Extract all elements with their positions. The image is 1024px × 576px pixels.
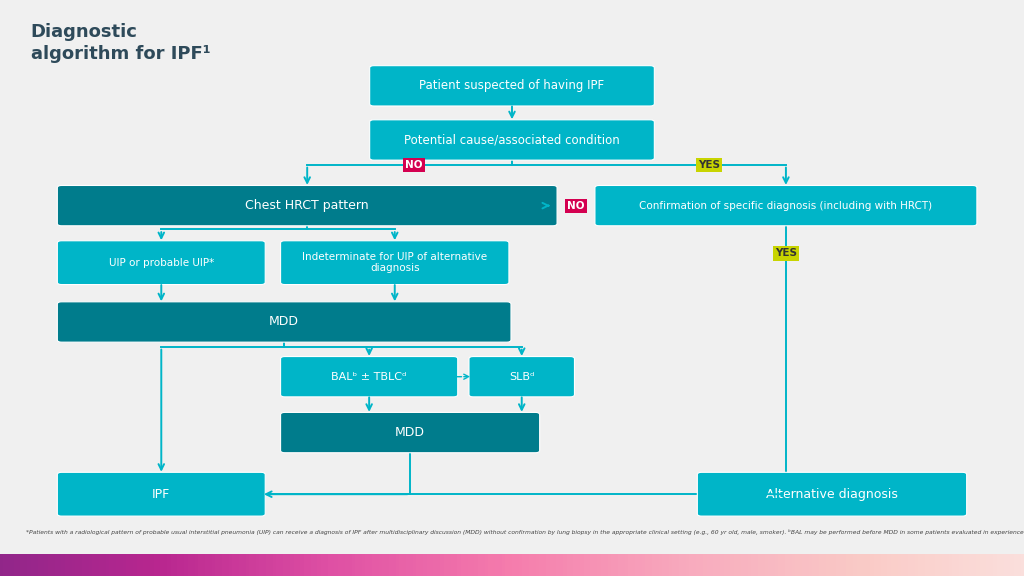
FancyBboxPatch shape (57, 241, 265, 285)
Text: *Patients with a radiological pattern of probable usual interstitial pneumonia (: *Patients with a radiological pattern of… (26, 529, 1024, 535)
Text: MDD: MDD (395, 426, 425, 439)
Text: Confirmation of specific diagnosis (including with HRCT): Confirmation of specific diagnosis (incl… (639, 200, 933, 211)
Text: SLBᵈ: SLBᵈ (509, 372, 535, 382)
FancyBboxPatch shape (57, 472, 265, 516)
FancyBboxPatch shape (57, 185, 557, 226)
Text: Chest HRCT pattern: Chest HRCT pattern (246, 199, 369, 212)
Text: NO: NO (567, 200, 585, 211)
Text: UIP or probable UIP*: UIP or probable UIP* (109, 257, 214, 268)
FancyBboxPatch shape (697, 472, 967, 516)
FancyBboxPatch shape (281, 357, 458, 397)
Text: Potential cause/associated condition: Potential cause/associated condition (404, 134, 620, 146)
FancyBboxPatch shape (469, 357, 574, 397)
FancyBboxPatch shape (281, 412, 540, 453)
Text: Patient suspected of having IPF: Patient suspected of having IPF (420, 79, 604, 92)
FancyBboxPatch shape (57, 302, 511, 342)
Text: IPF: IPF (153, 488, 170, 501)
FancyBboxPatch shape (370, 120, 654, 160)
Text: NO: NO (404, 160, 423, 170)
Text: MDD: MDD (269, 316, 299, 328)
Text: Alternative diagnosis: Alternative diagnosis (766, 488, 898, 501)
FancyBboxPatch shape (281, 241, 509, 285)
FancyBboxPatch shape (370, 66, 654, 106)
Text: Diagnostic
algorithm for IPF¹: Diagnostic algorithm for IPF¹ (31, 23, 210, 63)
FancyBboxPatch shape (595, 185, 977, 226)
Text: Indeterminate for UIP of alternative
diagnosis: Indeterminate for UIP of alternative dia… (302, 252, 487, 274)
Text: BALᵇ ± TBLCᵈ: BALᵇ ± TBLCᵈ (332, 372, 407, 382)
Text: YES: YES (698, 160, 720, 170)
Text: YES: YES (775, 248, 797, 259)
